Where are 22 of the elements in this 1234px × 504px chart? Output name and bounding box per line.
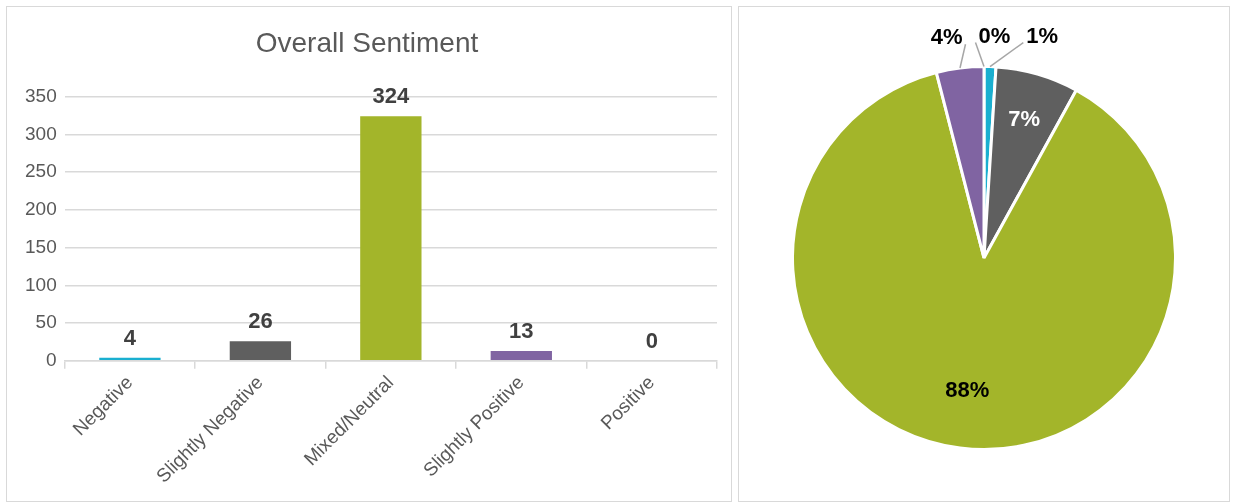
bar: [360, 116, 422, 361]
chart-title: Overall Sentiment: [255, 26, 479, 58]
y-tick-label: 150: [25, 235, 57, 257]
y-tick-label: 100: [25, 273, 57, 295]
bar: [229, 341, 292, 361]
data-label: 7%: [1008, 106, 1040, 132]
data-label: 88%: [945, 377, 990, 403]
y-tick-label: 250: [25, 160, 57, 182]
data-label: 4: [123, 324, 137, 350]
data-label: 324: [372, 83, 410, 109]
y-tick-label: 0: [46, 349, 57, 371]
text: 0%: [978, 22, 1011, 48]
y-tick-label: 200: [25, 198, 57, 220]
y-tick-label: 300: [25, 122, 57, 144]
data-label: 0: [645, 327, 658, 353]
y-tick-label: 350: [25, 84, 57, 106]
data-label: 4%: [930, 24, 963, 50]
y-tick-label: 50: [35, 311, 57, 333]
bar: [490, 351, 552, 361]
data-label: 13: [509, 318, 534, 344]
data-label: 26: [248, 308, 273, 334]
data-label: 1%: [1026, 22, 1059, 48]
